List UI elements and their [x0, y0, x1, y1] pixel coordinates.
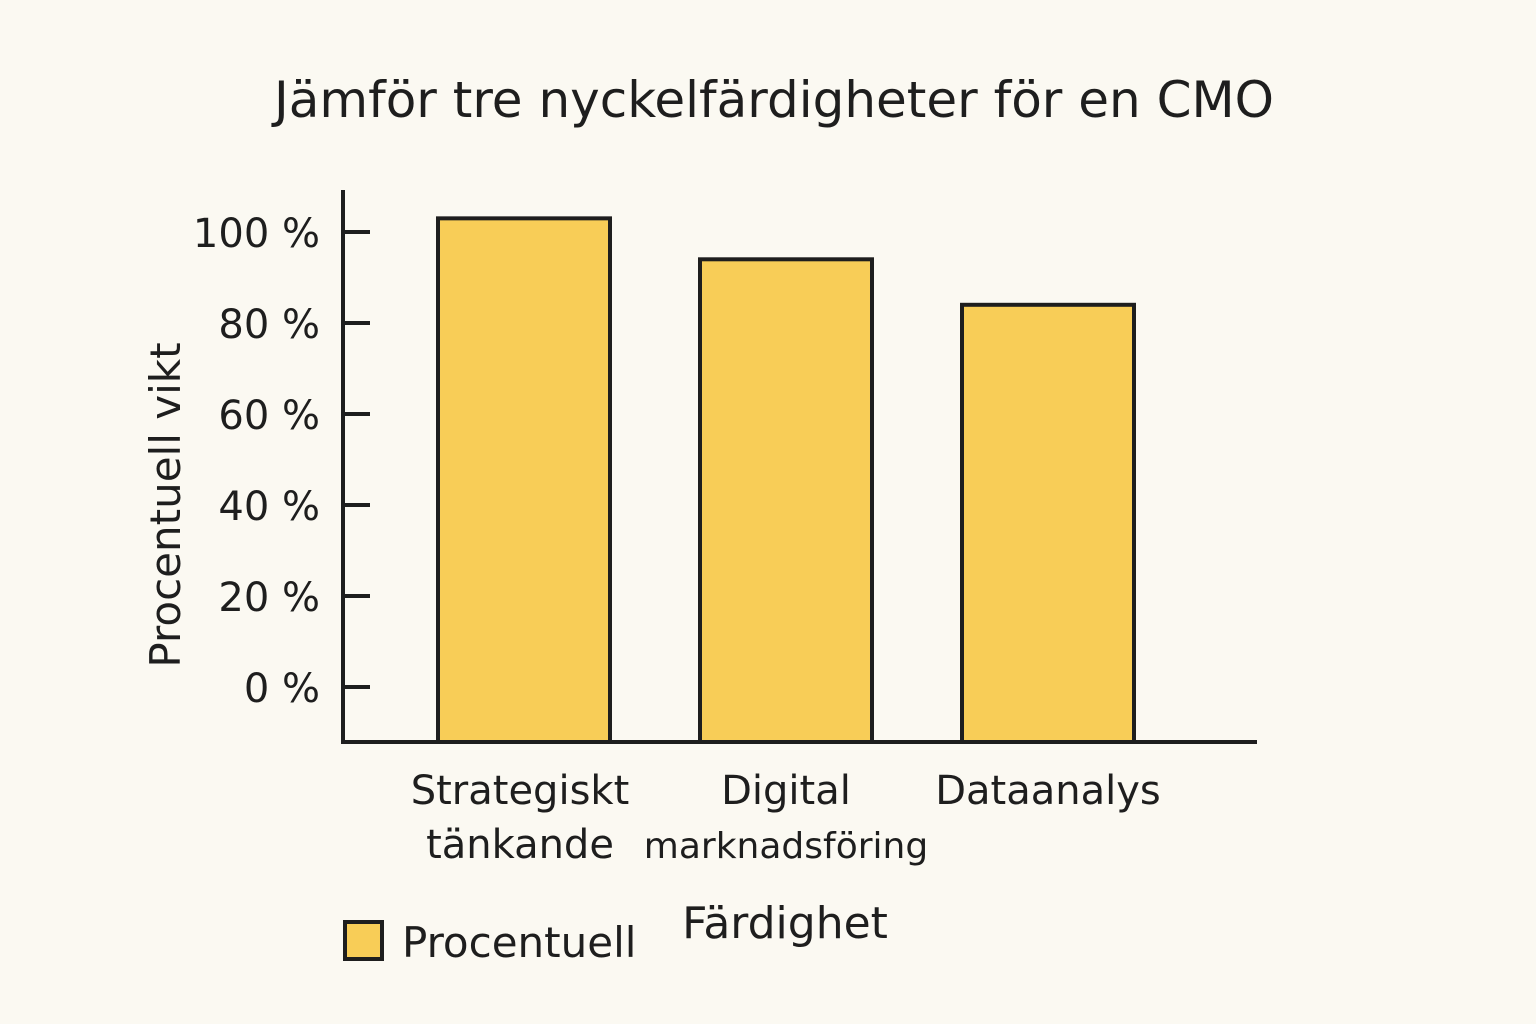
x-tick-label: Digital: [721, 768, 851, 814]
y-axis-ticks: 0 % 20 % 40 % 60 % 80 % 100 %: [193, 211, 370, 712]
y-axis-label: Procentuell vikt: [141, 342, 190, 667]
x-axis-label: Färdighet: [682, 898, 888, 949]
y-tick-label: 60 %: [218, 393, 320, 439]
bar: [698, 257, 874, 744]
y-tick-label: 0 %: [244, 666, 320, 712]
x-tick-label: marknadsföring: [644, 826, 928, 867]
x-tick-label: Strategiskt: [411, 768, 630, 814]
bar: [960, 302, 1136, 744]
x-tick-label: tänkande: [426, 822, 614, 868]
chart-title: Jämför tre nyckelfärdigheter för en CMO: [271, 71, 1274, 129]
x-tick-label: Dataanalys: [935, 768, 1161, 814]
legend: Procentuell: [343, 918, 636, 967]
y-tick-label: 80 %: [218, 302, 320, 348]
y-tick-label: 20 %: [218, 575, 320, 621]
x-axis-tick-labels: Strategiskt tänkande Digital marknadsföring…: [411, 768, 1161, 868]
y-tick-label: 40 %: [218, 484, 320, 530]
bar: [436, 216, 612, 745]
legend-swatch: [343, 920, 384, 961]
bars: [436, 216, 1136, 745]
legend-label: Procentuell: [402, 918, 636, 967]
y-tick-label: 100 %: [193, 211, 320, 257]
